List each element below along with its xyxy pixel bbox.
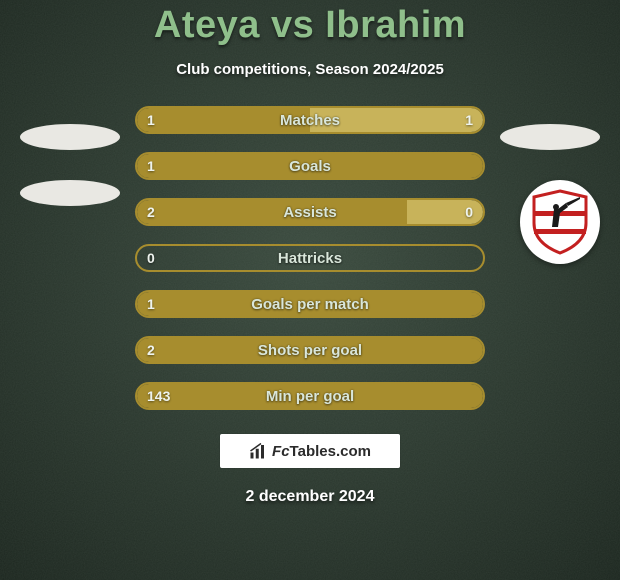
chart-icon bbox=[249, 442, 267, 460]
stat-row: 143Min per goal bbox=[135, 382, 485, 410]
brand-text: FcTables.com bbox=[272, 443, 371, 460]
stat-label: Min per goal bbox=[137, 384, 483, 408]
stat-label: Assists bbox=[137, 200, 483, 224]
stat-row: 0Hattricks bbox=[135, 244, 485, 272]
stat-row: 1Goals bbox=[135, 152, 485, 180]
stat-row: 20Assists bbox=[135, 198, 485, 226]
stats-list: 11Matches 1Goals 20Assists 0Hattricks 1Goals… bbox=[0, 106, 620, 410]
stat-label: Goals per match bbox=[137, 292, 483, 316]
stat-label: Shots per goal bbox=[137, 338, 483, 362]
page-title: Ateya vs Ibrahim bbox=[154, 4, 466, 47]
stat-row: 2Shots per goal bbox=[135, 336, 485, 364]
brand-badge[interactable]: FcTables.com bbox=[220, 434, 400, 468]
stat-label: Goals bbox=[137, 154, 483, 178]
date-text: 2 december 2024 bbox=[246, 488, 375, 506]
stat-row: 1Goals per match bbox=[135, 290, 485, 318]
stat-label: Matches bbox=[137, 108, 483, 132]
stat-row: 11Matches bbox=[135, 106, 485, 134]
subtitle: Club competitions, Season 2024/2025 bbox=[176, 61, 444, 78]
stat-label: Hattricks bbox=[137, 246, 483, 270]
